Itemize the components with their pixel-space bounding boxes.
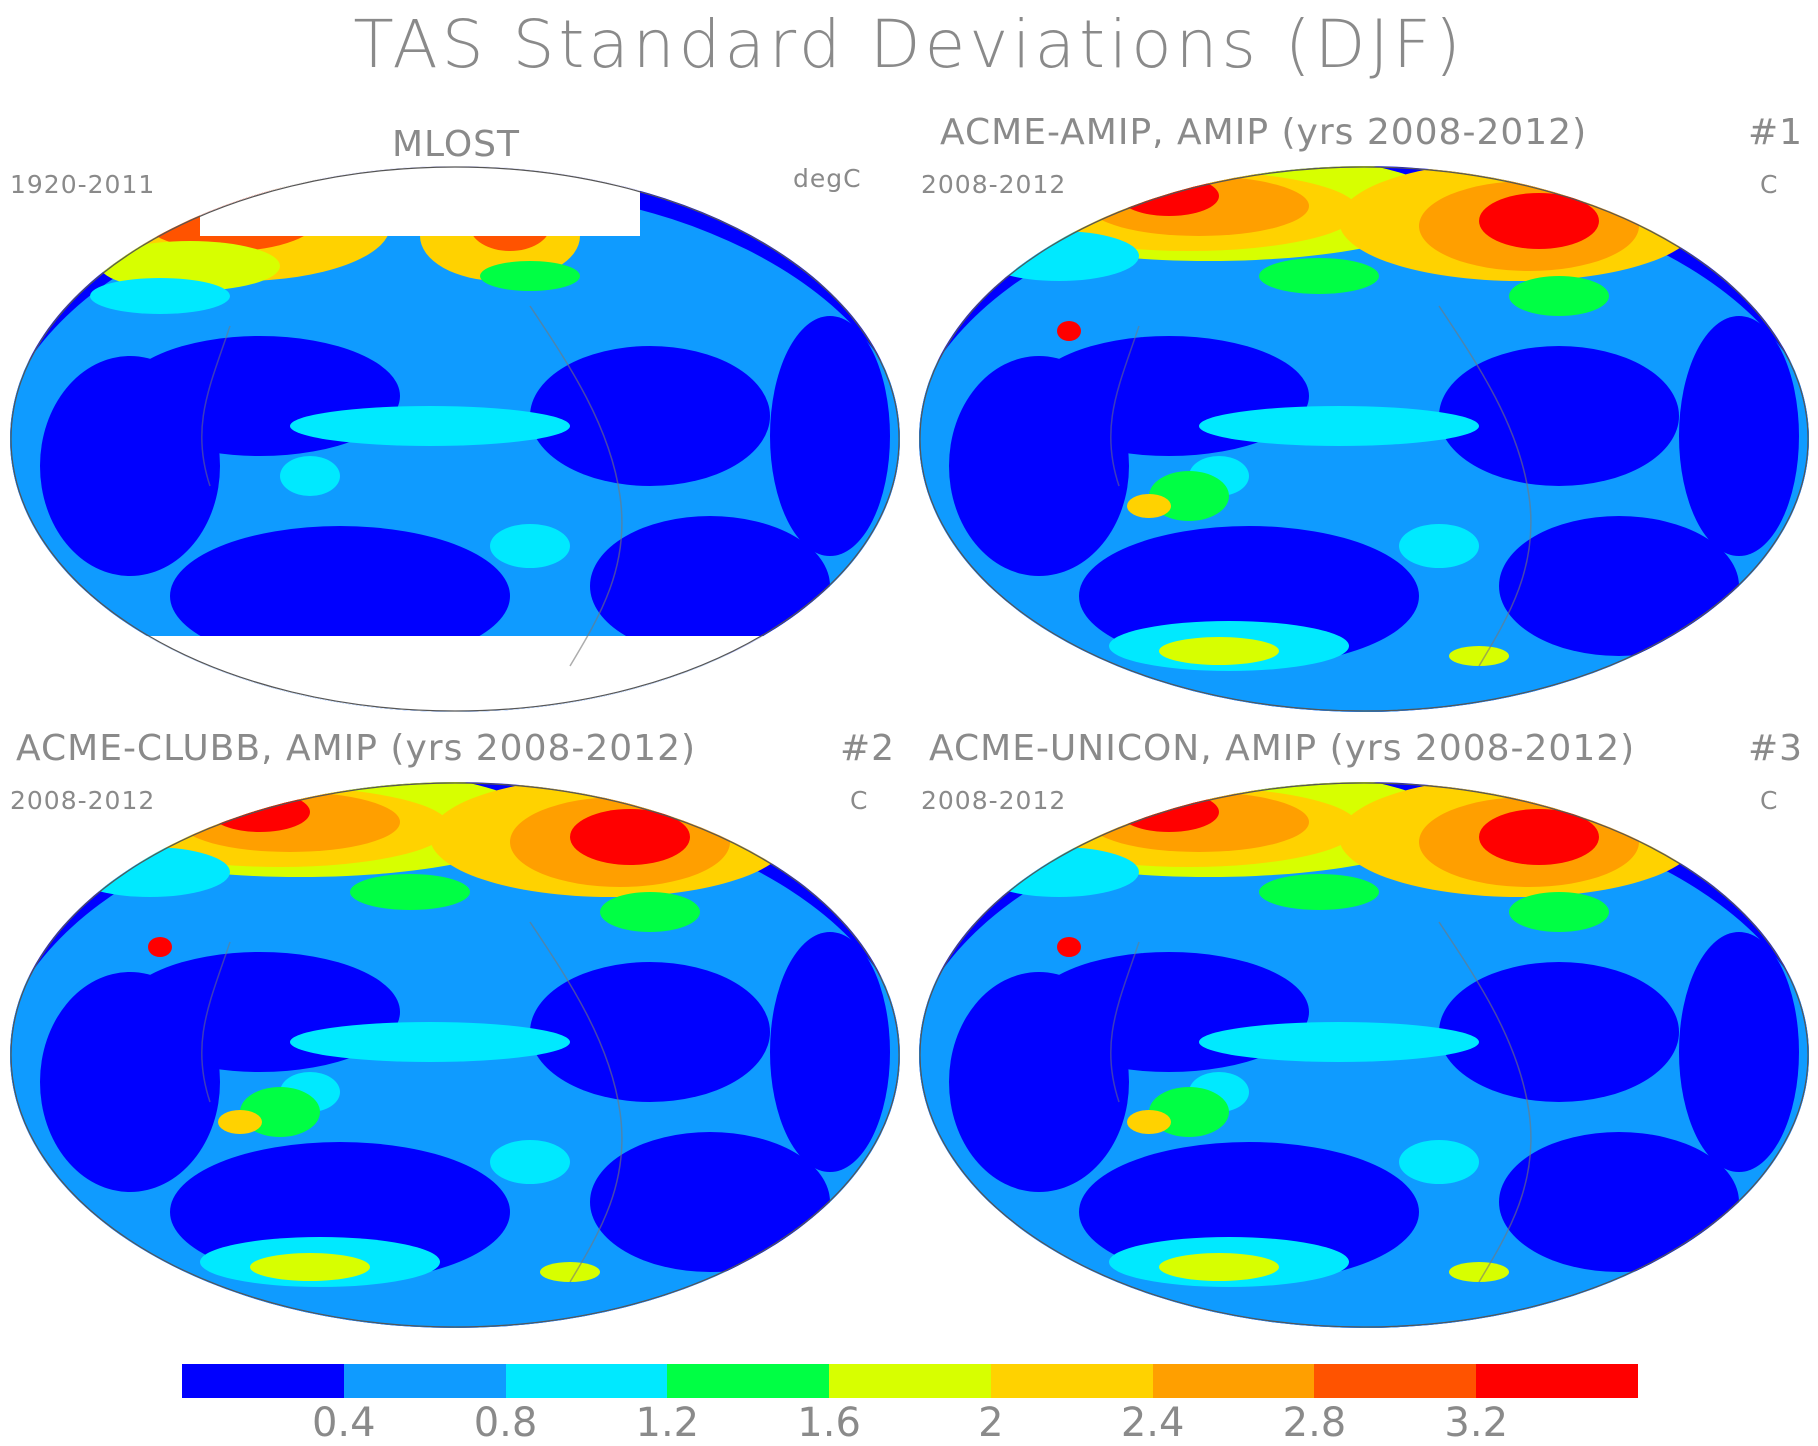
colorbar-swatch <box>829 1364 991 1398</box>
colorbar-tick-label: 1.6 <box>797 1400 861 1446</box>
panel-3-period: 2008-2012 <box>10 786 156 815</box>
figure-title: TAS Standard Deviations (DJF) <box>353 6 1465 83</box>
panel-4-period: 2008-2012 <box>921 786 1067 815</box>
panel-2-map <box>919 166 1809 712</box>
colorbar-tick-label: 3.2 <box>1444 1400 1509 1446</box>
panel-3-map <box>10 782 900 1328</box>
colorbar-swatch <box>343 1364 506 1398</box>
panel-3-number: #2 <box>840 728 896 769</box>
panel-1-map <box>10 166 900 712</box>
colorbar-tick-label: 2.4 <box>1120 1400 1185 1446</box>
colorbar-swatch <box>1152 1364 1315 1398</box>
panel-3-units: C <box>850 786 869 815</box>
colorbar-swatch <box>182 1364 344 1398</box>
panel-4-units: C <box>1760 786 1779 815</box>
panel-1-title: MLOST <box>392 124 521 165</box>
colorbar-swatch <box>990 1364 1153 1398</box>
colorbar-tick-label: 0.8 <box>473 1400 538 1446</box>
panel-1-period: 1920-2011 <box>10 170 156 199</box>
panel-2-period: 2008-2012 <box>921 170 1067 199</box>
colorbar-swatch <box>505 1364 668 1398</box>
colorbar-tick-label: 1.2 <box>635 1400 700 1446</box>
colorbar-tick-label: 0.4 <box>311 1400 376 1446</box>
colorbar-swatch <box>1476 1364 1639 1398</box>
colorbar-tick-label: 2 <box>978 1400 1004 1446</box>
panel-4-number: #3 <box>1748 728 1804 769</box>
colorbar-swatch <box>1314 1364 1477 1398</box>
panel-4-map <box>919 782 1809 1328</box>
colorbar-swatch <box>667 1364 830 1398</box>
panel-2-title: ACME-AMIP, AMIP (yrs 2008-2012) <box>940 112 1588 153</box>
panel-1-units: degC <box>793 164 862 193</box>
panel-4-title: ACME-UNICON, AMIP (yrs 2008-2012) <box>929 728 1636 769</box>
panel-2-units: C <box>1760 170 1779 199</box>
colorbar-tick-label: 2.8 <box>1282 1400 1347 1446</box>
panel-3-title: ACME-CLUBB, AMIP (yrs 2008-2012) <box>16 728 697 769</box>
colorbar <box>182 1364 1639 1398</box>
panel-2-number: #1 <box>1748 112 1804 153</box>
